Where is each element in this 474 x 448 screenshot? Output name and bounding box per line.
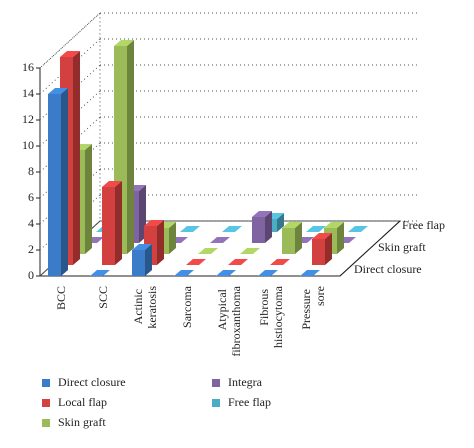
bar-top (144, 220, 164, 226)
bar (180, 226, 200, 232)
bar-front (48, 94, 61, 276)
bar-top (306, 226, 326, 232)
bar (216, 270, 236, 276)
bar (258, 270, 278, 276)
x-tick-label: SCC (96, 286, 110, 309)
bar-side (265, 211, 272, 243)
bar (312, 233, 332, 265)
bar-top (60, 51, 80, 57)
x-tick-label: Sarcoma (180, 285, 194, 328)
bar (132, 244, 152, 276)
bar-top (252, 211, 272, 217)
bar (90, 270, 110, 276)
x-tick-label: Fibrous histiocytoma (257, 285, 285, 348)
y-tick-label: 8 (28, 164, 34, 178)
bar-front (252, 217, 265, 243)
bar-side (73, 51, 80, 265)
bar-front (282, 228, 295, 254)
bar (228, 259, 248, 265)
bar-top (114, 40, 134, 46)
legend-swatch (212, 399, 220, 407)
bar (252, 211, 272, 243)
legend-swatch (42, 419, 50, 427)
bar-top (174, 270, 194, 276)
legend-label: Local flap (58, 395, 107, 409)
bar-top (270, 259, 290, 265)
x-tick-label: Actinic keratosis (131, 286, 159, 329)
depth-label: Skin graft (378, 240, 426, 254)
bar-top (186, 259, 206, 265)
floor (38, 220, 402, 277)
x-tick-label: BCC (54, 286, 68, 310)
bar (198, 248, 218, 254)
y-tick-label: 2 (28, 242, 34, 256)
bar-side (169, 222, 176, 254)
bar-side (85, 144, 92, 254)
bar (300, 270, 320, 276)
y-tick-label: 0 (28, 268, 34, 282)
bar-top (198, 248, 218, 254)
bar (48, 88, 68, 276)
depth-axis (339, 220, 401, 277)
bar (348, 226, 368, 232)
bar-front (312, 239, 325, 265)
bar (210, 237, 230, 243)
legend-swatch (42, 399, 50, 407)
bar-top (48, 88, 68, 94)
bar (306, 226, 326, 232)
bar-top (216, 270, 236, 276)
y-tick-label: 6 (28, 190, 34, 204)
bar-side (127, 40, 134, 254)
bar-front (132, 250, 145, 276)
bar (186, 259, 206, 265)
x-tick-label: Pressure sore (299, 286, 327, 330)
legend-label: Free flap (228, 395, 271, 409)
legend-label: Integra (228, 375, 263, 389)
legend-swatch (42, 379, 50, 387)
bar-side (157, 220, 164, 265)
y-tick-label: 10 (22, 138, 34, 152)
bar-top (180, 226, 200, 232)
bar-top (282, 222, 302, 228)
bar-top (102, 181, 122, 187)
bar (270, 259, 290, 265)
bar-top (210, 237, 230, 243)
bar-top (90, 270, 110, 276)
bar-side (61, 88, 68, 276)
bar-top (300, 270, 320, 276)
bar-side (325, 233, 332, 265)
bar-front (102, 187, 115, 265)
bar-side (115, 181, 122, 265)
bar (174, 270, 194, 276)
bar (282, 222, 302, 254)
legend-swatch (212, 379, 220, 387)
bar-top (132, 244, 152, 250)
depth-label: Direct closure (354, 262, 422, 276)
y-tick-label: 14 (22, 86, 34, 100)
bar-side (145, 244, 152, 276)
bar-side (295, 222, 302, 254)
bar-side (337, 222, 344, 254)
bar (240, 248, 260, 254)
grid-line (39, 12, 101, 69)
x-tick-label: Atypical fibroxanthoma (215, 285, 243, 356)
legend-label: Skin graft (58, 415, 106, 429)
depth-label: Free flap (402, 218, 445, 232)
bar-top (240, 248, 260, 254)
bar-top (228, 259, 248, 265)
y-tick-label: 16 (22, 60, 34, 74)
bar-top (222, 226, 242, 232)
bar (102, 181, 122, 265)
bar (222, 226, 242, 232)
y-tick-label: 4 (28, 216, 34, 230)
bar-side (277, 213, 284, 232)
y-tick-label: 12 (22, 112, 34, 126)
bar-top (258, 270, 278, 276)
bar-top (348, 226, 368, 232)
bar-top (312, 233, 332, 239)
legend-label: Direct closure (58, 375, 126, 389)
bar-top (324, 222, 344, 228)
